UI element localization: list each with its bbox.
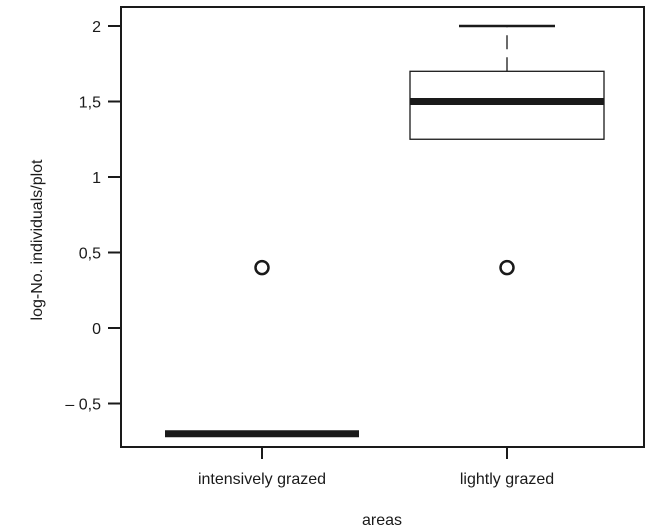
box-0 xyxy=(165,259,359,438)
box-body-1 xyxy=(409,70,605,140)
box-1 xyxy=(409,24,605,276)
box-series xyxy=(165,24,605,438)
plot-frame xyxy=(120,6,645,448)
y-tick-label-0: 2 xyxy=(92,19,101,36)
y-tick-label-3: 0,5 xyxy=(79,246,101,263)
y-tick-label-5: – 0,5 xyxy=(65,397,101,414)
x-axis: intensively grazed lightly grazed xyxy=(198,447,554,488)
x-axis-title: areas xyxy=(362,512,402,529)
y-tick-label-1: 1,5 xyxy=(79,95,101,112)
y-axis-title: log-No. individuals/plot xyxy=(29,159,46,321)
y-tick-label-4: 0 xyxy=(92,321,101,338)
y-axis: 2 1,5 1 0,5 0 – 0,5 xyxy=(65,19,121,414)
y-tick-label-2: 1 xyxy=(92,170,101,187)
x-tick-label-0: intensively grazed xyxy=(198,471,326,488)
x-tick-label-1: lightly grazed xyxy=(460,471,554,488)
outlier-1-0 xyxy=(499,259,515,276)
outlier-0-0 xyxy=(254,259,270,276)
